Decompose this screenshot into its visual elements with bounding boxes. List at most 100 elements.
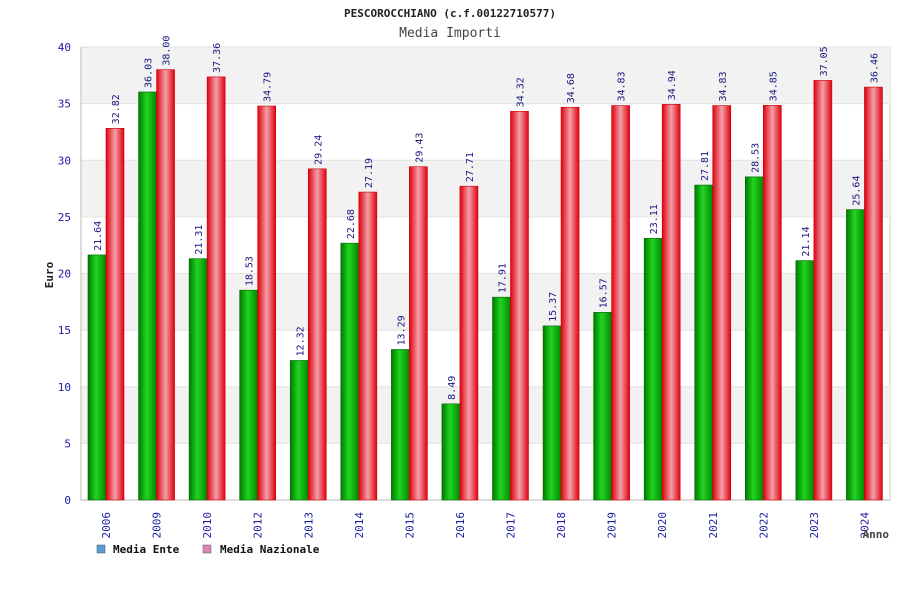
data-label: 34.79 <box>263 72 274 102</box>
x-axis: 2006 2009 2010 2012 2013 2014 2015 2016 2017 2018… <box>100 512 871 539</box>
x-tick-label: 2018 <box>555 512 568 539</box>
x-tick-label: 2023 <box>808 512 821 539</box>
y-axis: 0 5 10 15 20 25 30 35 40 <box>58 41 71 507</box>
x-tick-label: 2022 <box>757 512 770 539</box>
legend-swatch-media-nazionale <box>202 544 212 554</box>
bar-media-nazionale <box>156 69 175 501</box>
x-tick-label: 2014 <box>353 512 366 539</box>
data-label: 21.31 <box>194 225 205 255</box>
x-tick-label: 2016 <box>454 512 467 539</box>
y-tick-label: 40 <box>58 41 71 54</box>
x-tick-label: 2009 <box>151 512 164 539</box>
data-label: 32.82 <box>111 94 122 124</box>
data-label: 34.83 <box>718 71 729 101</box>
y-tick-label: 35 <box>58 98 71 111</box>
bar-media-ente <box>239 289 258 501</box>
y-tick-label: 25 <box>58 211 71 224</box>
chart-title: PESCOROCCHIANO (c.f.00122710577) <box>344 7 556 20</box>
data-label: 8.49 <box>447 376 458 400</box>
y-axis-label: Euro <box>43 261 56 288</box>
data-label: 16.57 <box>599 278 610 308</box>
data-label: 34.68 <box>566 73 577 103</box>
bar-media-ente <box>593 312 612 501</box>
x-axis-label: Anno <box>863 528 890 541</box>
bar-media-nazionale <box>763 105 782 501</box>
bar-media-ente <box>87 254 107 501</box>
x-tick-label: 2013 <box>302 512 315 539</box>
bar-media-ente <box>694 184 714 501</box>
legend-swatch-media-ente <box>96 544 106 554</box>
bar-media-ente <box>188 258 208 501</box>
y-tick-label: 30 <box>58 154 71 167</box>
bar-media-nazionale <box>409 166 428 501</box>
y-tick-label: 10 <box>58 381 71 394</box>
data-label: 37.05 <box>819 46 830 76</box>
bar-media-nazionale <box>611 105 630 501</box>
bar-media-nazionale <box>661 104 681 501</box>
bar-media-ente <box>542 325 562 501</box>
bar-media-ente <box>391 349 410 501</box>
bar-media-nazionale <box>459 185 479 501</box>
data-label: 13.29 <box>396 315 407 345</box>
bar-media-ente <box>643 237 663 501</box>
y-tick-label: 0 <box>64 494 71 507</box>
data-label: 23.11 <box>649 204 660 234</box>
data-label: 25.64 <box>851 176 862 206</box>
data-label: 21.14 <box>801 226 812 256</box>
x-tick-label: 2010 <box>201 512 214 539</box>
bars: 21.64 32.82 36.03 38.00 21.31 37.36 18.53 34.79… <box>87 36 883 501</box>
data-label: 34.32 <box>516 77 527 107</box>
bar-media-ente <box>340 242 360 501</box>
bar-media-ente <box>492 296 511 501</box>
data-label: 18.53 <box>245 256 256 286</box>
bar-media-nazionale <box>813 80 833 501</box>
x-tick-label: 2012 <box>252 512 265 539</box>
bar-media-ente <box>846 209 865 501</box>
data-label: 36.46 <box>869 53 880 83</box>
data-label: 34.85 <box>768 71 779 101</box>
y-tick-label: 15 <box>58 324 71 337</box>
data-label: 28.53 <box>750 143 761 173</box>
legend: Media Ente Media Nazionale <box>96 543 320 556</box>
bar-media-nazionale <box>358 191 378 501</box>
data-label: 22.68 <box>346 209 357 239</box>
data-label: 37.36 <box>212 43 223 73</box>
bar-media-ente <box>138 91 157 501</box>
data-label: 36.03 <box>144 58 155 88</box>
bar-media-nazionale <box>560 106 580 501</box>
bar-media-nazionale <box>206 76 226 501</box>
x-tick-label: 2021 <box>707 512 720 539</box>
data-label: 27.81 <box>700 151 711 181</box>
x-tick-label: 2019 <box>606 512 619 539</box>
bar-media-nazionale <box>105 128 125 501</box>
legend-label-media-ente: Media Ente <box>113 543 180 556</box>
data-label: 21.64 <box>93 221 104 251</box>
bar-media-ente <box>441 403 461 501</box>
data-label: 12.32 <box>295 326 306 356</box>
x-tick-label: 2024 <box>858 512 871 539</box>
data-label: 17.91 <box>498 263 509 293</box>
data-label: 38.00 <box>162 36 173 66</box>
bar-media-ente <box>795 260 815 501</box>
x-tick-label: 2006 <box>100 512 113 539</box>
bar-media-nazionale <box>712 105 732 501</box>
data-label: 29.43 <box>414 133 425 163</box>
data-label: 29.24 <box>313 135 324 165</box>
x-tick-label: 2020 <box>656 512 669 539</box>
legend-label-media-nazionale: Media Nazionale <box>220 543 320 556</box>
bar-media-ente <box>745 176 764 501</box>
x-tick-label: 2017 <box>505 512 518 539</box>
data-label: 34.83 <box>617 71 628 101</box>
data-label: 27.19 <box>364 158 375 188</box>
data-label: 34.94 <box>667 70 678 100</box>
y-tick-label: 5 <box>64 437 71 450</box>
bar-media-nazionale <box>257 105 276 501</box>
y-tick-label: 20 <box>58 268 71 281</box>
bar-media-ente <box>289 360 309 501</box>
bar-media-nazionale <box>864 86 883 501</box>
x-tick-label: 2015 <box>403 512 416 539</box>
bar-media-nazionale <box>307 168 327 501</box>
data-label: 27.71 <box>465 152 476 182</box>
